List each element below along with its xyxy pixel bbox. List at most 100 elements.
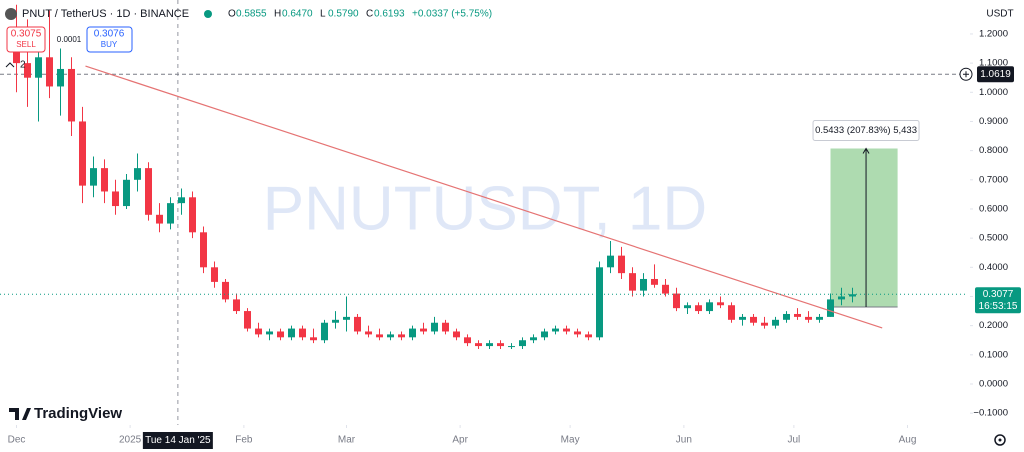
x-tick-label: Mar bbox=[338, 435, 356, 446]
buy-label: BUY bbox=[101, 40, 118, 49]
candle-body bbox=[838, 296, 845, 300]
candle-body bbox=[46, 57, 53, 87]
candle-body bbox=[222, 281, 229, 300]
change: +0.0337 (+5.75%) bbox=[412, 9, 492, 20]
candle-body bbox=[805, 316, 812, 320]
candle-body bbox=[596, 267, 603, 338]
candle-body bbox=[398, 334, 405, 338]
candle-body bbox=[662, 284, 669, 294]
currency[interactable]: USDT bbox=[986, 9, 1013, 20]
candle-body bbox=[618, 255, 625, 274]
settings-icon-core bbox=[998, 438, 1002, 442]
candle-body bbox=[827, 299, 834, 317]
candle-body bbox=[453, 331, 460, 338]
candle-body bbox=[420, 328, 427, 332]
candle-body bbox=[585, 334, 592, 338]
watermark: PNUTUSDT, 1D bbox=[263, 174, 707, 243]
sell-label: SELL bbox=[16, 40, 36, 49]
hline-label: 1.0619 bbox=[980, 69, 1011, 80]
candle-body bbox=[519, 340, 526, 347]
candle-body bbox=[651, 278, 658, 285]
y-tick-label: 1.2000 bbox=[979, 28, 1008, 39]
candle-body bbox=[57, 68, 64, 87]
candle-body bbox=[233, 299, 240, 312]
candle-body bbox=[706, 302, 713, 312]
candle-body bbox=[24, 63, 31, 78]
collapse-icon[interactable] bbox=[5, 62, 15, 68]
x-tick-label: Jun bbox=[676, 435, 692, 446]
candle-body bbox=[321, 322, 328, 341]
y-tick-label: 0.1000 bbox=[979, 349, 1008, 360]
y-tick-label: 0.0000 bbox=[979, 379, 1008, 390]
candle-body bbox=[167, 203, 174, 224]
position-label-box bbox=[812, 120, 920, 142]
symbol-icon[interactable] bbox=[5, 8, 17, 20]
candle-body bbox=[475, 343, 482, 347]
spread: 0.0001 bbox=[57, 35, 82, 44]
candle-body bbox=[728, 305, 735, 320]
candle-body bbox=[849, 294, 856, 297]
candle-body bbox=[673, 293, 680, 309]
last-price-box bbox=[975, 287, 1021, 314]
settings-icon[interactable] bbox=[994, 434, 1006, 446]
y-tick-label: 1.0000 bbox=[979, 87, 1008, 98]
candle-body bbox=[288, 328, 295, 338]
candle-body bbox=[365, 331, 372, 335]
candle-body bbox=[442, 322, 449, 332]
candle-body bbox=[684, 305, 691, 309]
y-tick-label: 0.5000 bbox=[979, 233, 1008, 244]
candle-body bbox=[200, 232, 207, 268]
add-alert-plus bbox=[963, 71, 969, 78]
x-tick-label: Dec bbox=[8, 435, 26, 446]
brand[interactable]: TradingView bbox=[34, 405, 122, 422]
buy-price: 0.3076 bbox=[94, 29, 125, 40]
candle-body bbox=[189, 197, 196, 233]
candle-body bbox=[695, 305, 702, 312]
hline-label-box bbox=[977, 66, 1014, 83]
candle-body bbox=[387, 334, 394, 338]
position-label: 0.5433 (207.83%) 5,433 bbox=[815, 125, 917, 136]
candle-body bbox=[68, 68, 75, 122]
candle-body bbox=[497, 343, 504, 347]
position-profit-zone[interactable] bbox=[830, 148, 898, 307]
x-tick-label: Apr bbox=[452, 435, 468, 446]
candle-body bbox=[783, 313, 790, 320]
countdown: 16:53:15 bbox=[979, 301, 1018, 312]
symbol[interactable]: PNUT / TetherUS · 1D · BINANCE bbox=[22, 8, 189, 20]
ohlc-value: 0.5855 bbox=[236, 9, 267, 20]
indicator-count[interactable]: 2 bbox=[20, 60, 26, 71]
candle-body bbox=[574, 331, 581, 335]
logo-icon[interactable] bbox=[9, 408, 31, 420]
candle-body bbox=[750, 316, 757, 323]
buy-button[interactable] bbox=[86, 26, 133, 53]
ohlc-label: C bbox=[366, 9, 373, 20]
ohlc-value: 0.6470 bbox=[282, 9, 313, 20]
candle-body bbox=[816, 316, 823, 320]
candle-body bbox=[13, 48, 20, 64]
candle-body bbox=[717, 302, 724, 306]
sell-button[interactable] bbox=[6, 26, 46, 53]
ohlc-value: 0.5790 bbox=[328, 9, 359, 20]
x-tick-label: Feb bbox=[235, 435, 253, 446]
candle-body bbox=[310, 337, 317, 341]
candle-body bbox=[541, 331, 548, 338]
sell-price: 0.3075 bbox=[11, 29, 42, 40]
candle-body bbox=[486, 343, 493, 347]
crosshair-label: Tue 14 Jan '25 bbox=[145, 435, 211, 446]
candle-body bbox=[266, 331, 273, 335]
candle-body bbox=[35, 57, 42, 78]
status-dot bbox=[204, 10, 212, 18]
candle-body bbox=[145, 168, 152, 215]
candle-body bbox=[211, 267, 218, 282]
y-tick-label: 0.8000 bbox=[979, 145, 1008, 156]
candle-body bbox=[794, 313, 801, 317]
y-tick-label: 1.1000 bbox=[979, 58, 1008, 69]
y-tick-label: 0.9000 bbox=[979, 116, 1008, 127]
x-tick-label: Aug bbox=[899, 435, 917, 446]
y-tick-label: 0.7000 bbox=[979, 174, 1008, 185]
trendline[interactable] bbox=[85, 65, 883, 329]
y-tick-label: 0.2000 bbox=[979, 320, 1008, 331]
candle-body bbox=[552, 328, 559, 332]
candle-body bbox=[563, 328, 570, 332]
ohlc-label: L bbox=[320, 9, 326, 20]
